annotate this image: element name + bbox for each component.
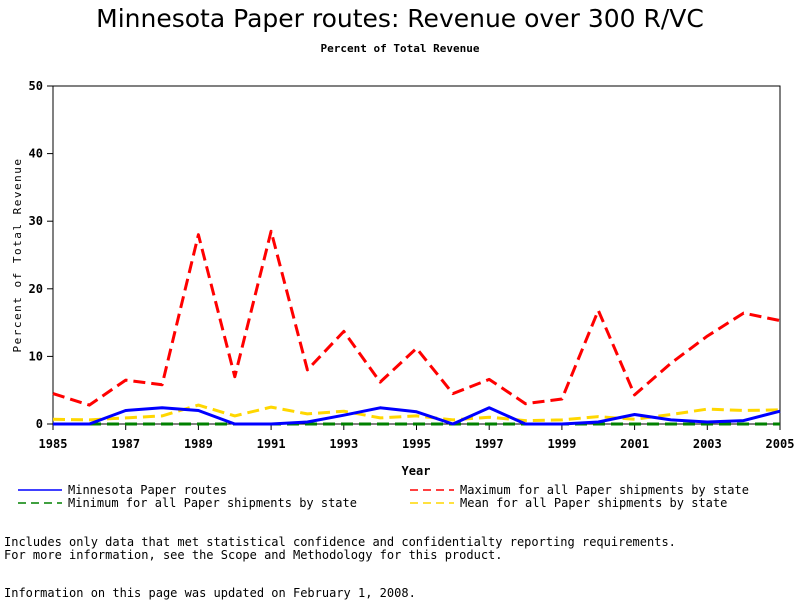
x-tick-label: 2003 [693,437,722,451]
x-tick-label: 1985 [39,437,68,451]
series-lines [52,229,781,426]
update-notice: Information on this page was updated on … [4,586,416,600]
x-tick-label: 1995 [402,437,431,451]
chart-title: Minnesota Paper routes: Revenue over 300… [96,4,704,33]
x-tick-label: 1999 [547,437,576,451]
y-tick-label: 30 [29,214,43,228]
legend-label: Maximum for all Paper shipments by state [460,483,749,497]
y-tick-label: 40 [29,147,43,161]
x-tick-label: 1991 [257,437,286,451]
plot-frame [52,85,781,425]
legend: Minnesota Paper routes Maximum for all Pa… [18,483,749,510]
series-line-1 [52,229,781,407]
x-axis: 1985 1987 1989 1991 1993 1995 1997 1999 2001 2003… [39,424,795,451]
chart-subtitle: Percent of Total Revenue [320,42,480,55]
series-line-0 [53,406,781,426]
y-tick-label: 10 [29,349,43,363]
x-tick-label: 2001 [620,437,649,451]
x-tick-label: 2005 [766,437,795,451]
footnote-line-2: For more information, see the Scope and … [4,548,503,562]
x-tick-label: 1993 [329,437,358,451]
x-tick-label: 1989 [184,437,213,451]
x-tick-label: 1987 [111,437,140,451]
legend-label: Minimum for all Paper shipments by state [68,496,357,510]
y-tick-label: 50 [29,79,43,93]
legend-label: Minnesota Paper routes [68,483,227,497]
y-axis: 0 10 20 30 40 50 [29,79,53,431]
legend-label: Mean for all Paper shipments by state [460,496,727,510]
x-tick-label: 1997 [475,437,504,451]
footnote-line-1: Includes only data that met statistical … [4,535,676,549]
y-axis-label: Percent of Total Revenue [11,158,24,353]
x-axis-label: Year [402,464,431,478]
y-tick-label: 20 [29,282,43,296]
series-line-3 [52,403,781,423]
y-tick-label: 0 [36,417,43,431]
